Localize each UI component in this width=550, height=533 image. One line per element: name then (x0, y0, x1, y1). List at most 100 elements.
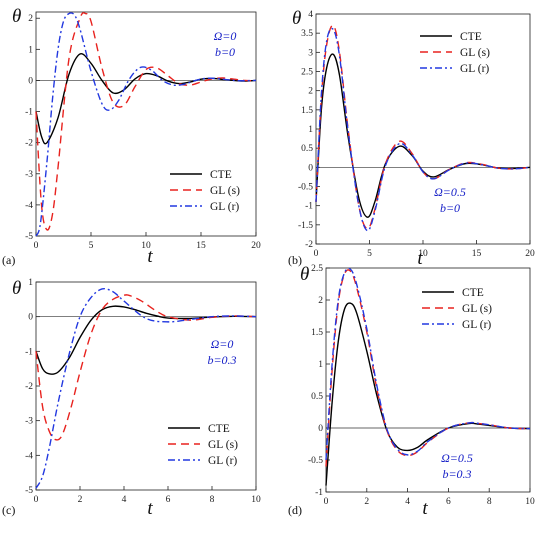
y-tick-label: -0.5 (308, 456, 323, 466)
x-tick-label: 0 (324, 497, 329, 507)
series-line-gl-s (325, 269, 531, 467)
x-axis-label: t (422, 498, 428, 519)
parameter-annotation: Ω=0.5 (441, 451, 473, 465)
parameter-annotation: Ω=0 (214, 29, 237, 43)
x-tick-label: 20 (525, 249, 535, 259)
y-tick-label: 3 (308, 48, 313, 58)
legend-entry: GL (s) (210, 185, 240, 197)
panel-label: (d) (288, 503, 302, 517)
y-tick-label: 2 (308, 87, 313, 97)
y-tick-label: 0 (28, 76, 33, 86)
y-tick-label: -2 (25, 139, 33, 149)
y-axis-label: θ (12, 6, 21, 27)
x-axis-label: t (147, 246, 153, 267)
series-line-cte (35, 305, 257, 375)
legend-entry: GL (s) (208, 439, 238, 451)
y-tick-label: -4 (25, 201, 33, 211)
series-line-gl-r (35, 287, 257, 489)
x-tick-label: 0 (34, 495, 39, 505)
series-line-gl-r (325, 267, 531, 461)
series-line-gl-r (35, 12, 257, 237)
legend-entry: CTE (462, 287, 484, 299)
parameter-annotation: b=0 (215, 45, 235, 59)
legend-entry: GL (r) (462, 319, 491, 331)
x-tick-label: 10 (251, 495, 261, 505)
parameter-annotation: Ω=0.5 (434, 185, 466, 199)
y-tick-label: 2 (28, 14, 33, 24)
x-tick-label: 5 (89, 241, 94, 251)
y-tick-label: 0.5 (301, 144, 313, 154)
x-tick-label: 10 (141, 241, 151, 251)
legend-entry: CTE (460, 31, 482, 43)
panel-c: 0 2 4 6 8 10 -5 -4 -3 -2 -1 0 1θ t (c) CTE GL (s) GL (r) Ω… (2, 278, 261, 519)
x-tick-label: 2 (78, 495, 83, 505)
y-tick-label: 2.5 (301, 68, 313, 78)
y-tick-label: -0.5 (298, 183, 313, 193)
x-tick-label: 4 (122, 495, 127, 505)
x-axis-label: t (147, 498, 153, 519)
y-tick-label: 1 (308, 125, 313, 135)
y-tick-label: 1.5 (301, 106, 313, 116)
y-tick-label: 1 (28, 45, 33, 55)
y-tick-label: -1 (315, 488, 323, 498)
x-tick-label: 10 (525, 497, 535, 507)
y-tick-label: -1 (25, 347, 33, 357)
legend-entry: CTE (210, 169, 232, 181)
x-tick-label: 8 (487, 497, 492, 507)
y-tick-label: -1 (305, 202, 313, 212)
legend-entry: GL (s) (460, 47, 490, 59)
x-tick-label: 15 (472, 249, 482, 259)
y-tick-label: -3 (25, 417, 33, 427)
panel-label: (c) (2, 503, 15, 517)
plot-frame (325, 267, 531, 493)
y-tick-label: 1.5 (311, 328, 323, 338)
series-line-gl-r (315, 27, 531, 232)
y-tick-label: 2 (318, 296, 323, 306)
y-tick-label: 4 (308, 10, 313, 20)
series-line-gl-s (35, 294, 257, 441)
x-tick-label: 5 (367, 249, 372, 259)
x-tick-label: 6 (166, 495, 171, 505)
y-tick-label: 0.5 (311, 392, 323, 402)
x-tick-label: 0 (314, 249, 319, 259)
x-tick-label: 4 (405, 497, 410, 507)
parameter-annotation: b=0 (440, 201, 460, 215)
parameter-annotation: Ω=0 (211, 337, 234, 351)
x-tick-label: 10 (418, 249, 428, 259)
series-line-cte (35, 53, 257, 145)
y-tick-label: 0 (28, 313, 33, 323)
x-tick-label: 8 (210, 495, 215, 505)
y-tick-label: 0 (318, 424, 323, 434)
y-tick-label: -1.5 (298, 221, 313, 231)
y-tick-label: -3 (25, 170, 33, 180)
y-tick-label: 1 (318, 360, 323, 370)
y-tick-label: -2 (305, 240, 313, 250)
y-tick-label: -1 (25, 108, 33, 118)
x-tick-label: 15 (196, 241, 206, 251)
y-tick-label: 2.5 (311, 264, 323, 274)
panel-a: 0 5 10 15 20 -5 -4 -3 -2 -1 0 1 2θ t (a) CTE GL (s) GL (r… (2, 6, 261, 267)
legend-entry: GL (r) (208, 455, 237, 467)
series-line-gl-s (315, 24, 531, 230)
x-tick-label: 6 (446, 497, 451, 507)
plot-frame (315, 13, 531, 245)
y-axis-label: θ (292, 8, 301, 29)
panel-label: (b) (288, 253, 302, 267)
x-tick-label: 0 (34, 241, 39, 251)
parameter-annotation: b=0.3 (207, 353, 236, 367)
panel-b: 0 5 10 15 20 -2 -1.5 -1 -0.5 0 0.5 1 1.5 2 2.5 3 3.5 4θ t (… (288, 8, 535, 269)
x-tick-label: 2 (364, 497, 369, 507)
y-tick-label: -2 (25, 382, 33, 392)
panel-label: (a) (2, 253, 15, 267)
y-axis-label: θ (12, 278, 21, 299)
y-axis-label: θ (300, 264, 309, 285)
series-line-cte (315, 53, 531, 218)
y-tick-label: -4 (25, 451, 33, 461)
y-tick-label: 1 (28, 278, 33, 288)
parameter-annotation: b=0.3 (442, 467, 471, 481)
y-tick-label: -5 (25, 486, 33, 496)
legend-entry: GL (r) (460, 63, 489, 75)
series-line-cte (325, 302, 531, 486)
